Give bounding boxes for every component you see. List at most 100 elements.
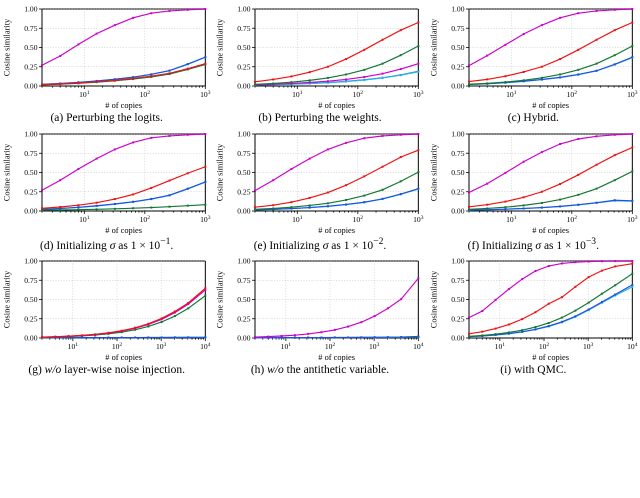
series-marker-red [381, 165, 384, 168]
series-marker-magenta [345, 141, 348, 144]
series-marker-blue [558, 76, 561, 79]
x-tick-label: 101 [506, 214, 517, 223]
x-tick-label: 103 [200, 90, 211, 99]
series-marker-green [290, 205, 293, 208]
x-tick-label: 103 [369, 342, 380, 351]
series-marker-red [547, 302, 550, 305]
x-tick-label: 103 [413, 214, 424, 223]
series-marker-red [595, 38, 598, 41]
series-marker-blue [534, 328, 537, 331]
y-tick-label: 0.50 [24, 43, 37, 52]
y-tick-label: 0.25 [24, 314, 37, 323]
series-marker-blue [95, 204, 98, 207]
series-marker-magenta [595, 134, 598, 137]
series-marker-red [504, 75, 507, 78]
series-marker-green [504, 81, 507, 84]
caption-text: Hybrid. [523, 112, 559, 124]
series-marker-green [613, 178, 616, 181]
series-marker-magenta [400, 133, 403, 136]
series-marker-red [327, 191, 330, 194]
y-tick-label: 0.75 [238, 24, 251, 33]
series-marker-red [417, 21, 420, 24]
caption-tag-h: (h) [250, 364, 265, 377]
series-marker-red [573, 285, 576, 288]
y-tick-label: 0.50 [238, 168, 251, 177]
series-marker-red [630, 146, 633, 149]
x-tick-label: 102 [112, 342, 123, 351]
caption-text: layer-wise noise injection. [61, 364, 185, 377]
series-marker-magenta [168, 9, 171, 12]
series-marker-magenta [494, 298, 497, 301]
series-marker-blue [94, 336, 97, 339]
series-marker-magenta [150, 12, 153, 15]
series-marker-magenta [547, 265, 550, 268]
y-tick-label: 1.00 [451, 129, 464, 138]
series-marker-blue [522, 207, 525, 210]
series-marker-magenta [113, 24, 116, 27]
y-tick-label: 0.25 [24, 62, 37, 71]
series-marker-blue [77, 205, 80, 208]
series-marker-cyan [363, 79, 366, 82]
series-marker-blue [630, 199, 633, 202]
y-axis-label: Cosine similarity [216, 270, 225, 328]
series-marker-green [381, 62, 384, 65]
series-marker-blue [381, 197, 384, 200]
x-tick-label: 103 [200, 214, 211, 223]
series-marker-magenta [204, 288, 207, 291]
series-marker-magenta [576, 12, 579, 15]
panel-plot-b: 101 102 103 0.00 0.25 0.50 0.75 1.00 Cosine simi… [216, 5, 424, 110]
x-axis-label: # of copies [105, 226, 142, 235]
series-marker-magenta [480, 310, 483, 313]
series-marker-blue [400, 192, 403, 195]
series-line-red [41, 165, 206, 209]
series-marker-magenta [520, 278, 523, 281]
series-marker-blue [387, 336, 390, 339]
series-marker-magenta [307, 333, 310, 336]
series-marker-blue [345, 203, 348, 206]
x-tick-label: 101 [494, 342, 505, 351]
series-marker-magenta [630, 132, 633, 135]
series-marker-green [400, 54, 403, 57]
y-axis-label: Cosine similarity [216, 143, 225, 201]
series-marker-magenta [630, 260, 633, 263]
series-marker-magenta [400, 298, 403, 301]
series-marker-red [272, 78, 275, 81]
series-marker-red [40, 83, 43, 86]
series-marker-green [204, 203, 207, 206]
series-marker-blue [134, 336, 137, 339]
series-marker-magenta [113, 148, 116, 151]
series-marker-magenta [373, 315, 376, 318]
series-marker-magenta [387, 307, 390, 310]
series-marker-green [417, 44, 420, 47]
x-tick-label: 101 [292, 214, 303, 223]
series-marker-blue [507, 332, 510, 335]
panel-cell-i: 101 102 103 104 0.00 0.25 0.50 0.75 1.00 Cosine s… [427, 252, 640, 377]
y-tick-label: 0.75 [451, 276, 464, 285]
series-marker-blue [347, 336, 350, 339]
series-marker-green [600, 292, 603, 295]
series-marker-magenta [363, 136, 366, 139]
series-marker-blue [547, 325, 550, 328]
y-axis-label: Cosine similarity [429, 270, 438, 328]
panel-caption-c: (c) Hybrid. [427, 112, 640, 125]
y-tick-label: 0.75 [24, 24, 37, 33]
series-line-magenta [255, 133, 419, 191]
y-tick-label: 0.00 [451, 334, 464, 343]
series-marker-blue [147, 336, 150, 339]
series-marker-magenta [417, 277, 420, 280]
series-marker-red [290, 200, 293, 203]
x-axis-label: # of copies [532, 353, 569, 362]
series-marker-blue [150, 197, 153, 200]
panel-row-3: 101 102 103 104 0.00 0.25 0.50 0.75 1.00 Cosine s… [0, 252, 640, 377]
x-tick-label: 102 [566, 90, 577, 99]
y-tick-label: 1.00 [238, 5, 251, 14]
series-marker-cyan [613, 294, 616, 297]
x-tick-label: 101 [292, 90, 303, 99]
series-marker-red [363, 48, 366, 51]
caption-tag-g: (g) [28, 364, 42, 377]
series-marker-magenta [308, 157, 311, 160]
series-marker-magenta [560, 262, 563, 265]
series-marker-magenta [254, 336, 257, 339]
series-marker-magenta [59, 178, 62, 181]
series-marker-blue [67, 336, 70, 339]
